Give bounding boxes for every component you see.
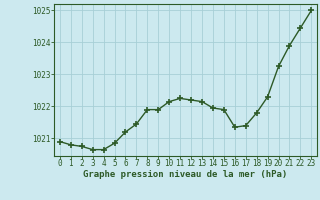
X-axis label: Graphe pression niveau de la mer (hPa): Graphe pression niveau de la mer (hPa) xyxy=(84,170,288,179)
